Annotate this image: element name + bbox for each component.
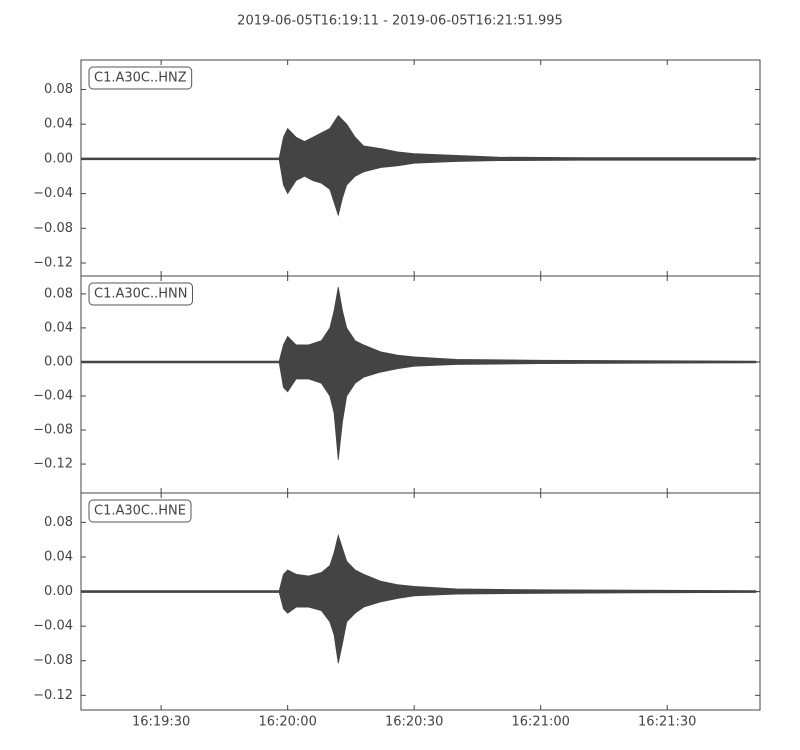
- y-tick-label: −0.12: [33, 688, 73, 703]
- y-tick-label: 0.04: [44, 117, 73, 132]
- y-tick-label: −0.08: [33, 423, 73, 438]
- y-tick-label: −0.04: [33, 186, 73, 201]
- y-tick-label: 0.00: [44, 354, 73, 369]
- panel-frame: [80, 275, 761, 494]
- x-tick-label: 16:20:30: [385, 715, 443, 730]
- y-tick-label: 0.08: [44, 515, 73, 530]
- chart-title: 2019-06-05T16:19:11 - 2019-06-05T16:21:5…: [237, 14, 563, 29]
- waveform-lower: [80, 591, 757, 664]
- y-tick-label: 0.08: [44, 286, 73, 301]
- y-tick-label: 0.00: [44, 151, 73, 166]
- y-tick-label: 0.08: [44, 82, 73, 97]
- trace-label: C1.A30C..HNE: [94, 504, 186, 519]
- waveform-upper: [80, 533, 757, 592]
- y-tick-label: −0.04: [33, 619, 73, 634]
- waveform-lower: [80, 361, 757, 460]
- x-tick-label: 16:20:00: [258, 715, 316, 730]
- y-tick-label: −0.12: [33, 255, 73, 270]
- trace-label-box: [88, 282, 193, 306]
- waveform-upper: [80, 114, 757, 160]
- waveform-lower: [80, 158, 757, 217]
- y-tick-label: 0.00: [44, 584, 73, 599]
- waveform-upper: [80, 286, 757, 363]
- trace-label: C1.A30C..HNN: [94, 287, 187, 302]
- trace-label: C1.A30C..HNZ: [94, 71, 187, 86]
- trace-label-box: [88, 66, 193, 90]
- y-tick-label: −0.08: [33, 653, 73, 668]
- y-tick-label: 0.04: [44, 320, 73, 335]
- x-tick-label: 16:19:30: [132, 715, 190, 730]
- y-tick-label: −0.08: [33, 221, 73, 236]
- trace-label-box: [88, 499, 192, 523]
- y-tick-label: −0.04: [33, 388, 73, 403]
- panel-frame: [80, 492, 761, 711]
- x-tick-label: 16:21:30: [638, 715, 696, 730]
- y-tick-label: −0.12: [33, 457, 73, 472]
- panel-frame: [80, 59, 761, 277]
- y-tick-label: 0.04: [44, 549, 73, 564]
- x-tick-label: 16:21:00: [512, 715, 570, 730]
